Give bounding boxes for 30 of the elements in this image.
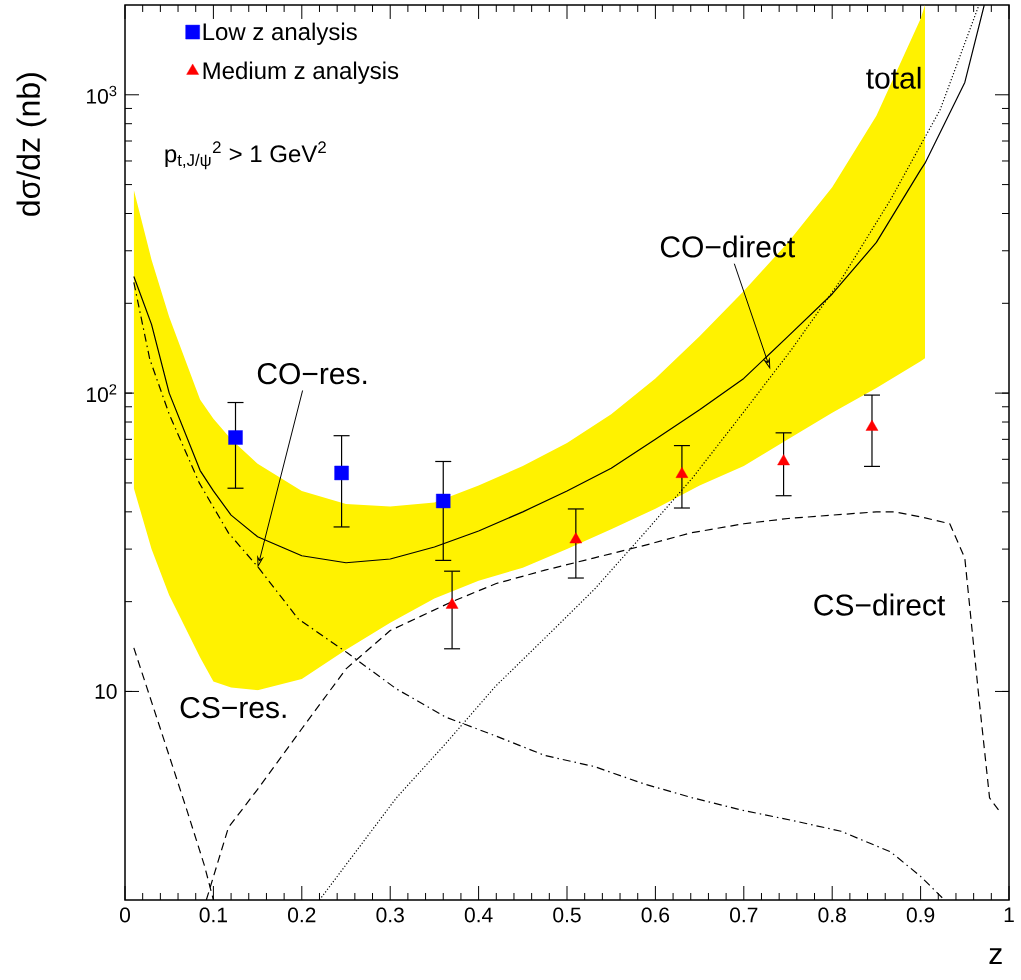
x-tick-label: 0.9 xyxy=(906,907,935,923)
y-axis-title: dσ/dz (nb) xyxy=(16,73,47,216)
x-tick-label: 0.4 xyxy=(464,907,493,923)
point xyxy=(445,597,459,609)
x-tick-label: 0.8 xyxy=(818,907,846,923)
point xyxy=(777,454,790,466)
point xyxy=(865,419,879,431)
point xyxy=(675,466,689,478)
x-tick-label: 0.6 xyxy=(641,907,670,923)
legend-label: Low z analysis xyxy=(203,22,357,45)
point xyxy=(228,430,243,445)
annotation: p$_{t,J/ψ}$$^{2}$ > 1 GeV$^{2}$ xyxy=(165,141,326,170)
x-tick-label: 0.7 xyxy=(730,907,758,923)
point xyxy=(436,493,451,509)
y-tick-label: 10$^{2}$ xyxy=(87,384,117,403)
point xyxy=(334,465,349,481)
annotation: CO−res. xyxy=(257,363,367,385)
legend-label: Medium z analysis xyxy=(203,61,399,84)
x-tick-label: 1 xyxy=(1004,907,1014,922)
point xyxy=(569,532,583,544)
x-tick-label: 0.5 xyxy=(553,907,581,923)
annotation: CS−direct xyxy=(814,593,946,616)
x-tick-label: 0.1 xyxy=(199,907,227,923)
x-tick-label: 0.2 xyxy=(288,907,316,923)
y-tick-label: 10$^{3}$ xyxy=(87,85,117,104)
x-tick-label: 0.3 xyxy=(376,907,404,923)
x-tick-label: 0 xyxy=(119,907,131,923)
x-axis-title: z xyxy=(989,948,1002,965)
y-tick-label: 10 xyxy=(95,684,117,699)
annotation: CS−res. xyxy=(180,696,286,719)
